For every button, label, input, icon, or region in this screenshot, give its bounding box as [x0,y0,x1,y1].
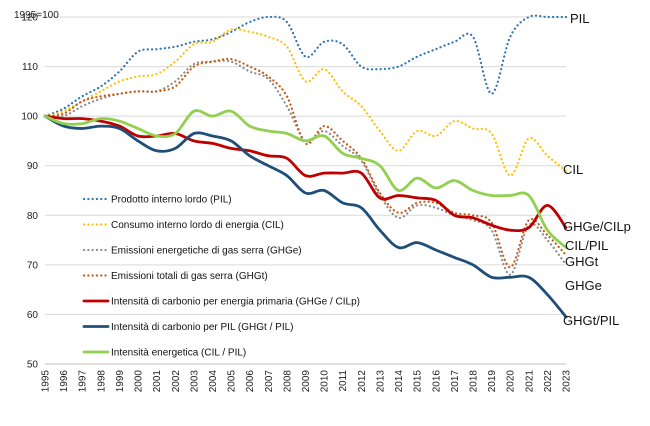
x-tick-label: 2000 [134,370,145,393]
legend-label: Emissioni totali di gas serra (GHGt) [111,271,268,282]
x-tick-label: 2023 [562,370,573,393]
x-tick-label: 2003 [189,370,200,393]
series-line [43,114,568,319]
x-tick-label: 2005 [227,370,238,393]
x-tick-label: 1999 [115,370,126,393]
y-tick-label: 120 [21,13,38,24]
x-tick-label: 2018 [468,370,479,393]
series-end-label: GHGe [565,278,602,293]
y-tick-label: 70 [27,260,39,271]
legend-label: Prodotto interno lordo (PIL) [111,195,232,206]
y-tick-label: 100 [21,112,38,123]
index-base-note: 1995=100 [14,10,59,21]
series-end-labels: PIL CIL GHGe GHGt GHGe/CILp GHGt/PIL CIL/PIL [563,11,631,328]
x-tick-label: 2022 [543,370,554,393]
series-end-label: GHGe/CILp [563,219,631,234]
x-axis: 1995 1996 1997 1998 1999 2000 2001 2002 2003 2004… [41,363,573,393]
y-tick-label: 110 [22,62,38,73]
series-end-label: CIL [563,162,583,177]
x-tick-label: 2020 [506,370,517,393]
series-end-label: GHGt [565,254,599,269]
series-line [43,14,568,118]
x-tick-label: 2008 [282,370,293,393]
series-end-label: GHGt/PIL [563,313,619,328]
series-end-label: CIL/PIL [565,238,608,253]
x-tick-label: 2021 [524,370,535,393]
x-tick-label: 2004 [208,370,219,393]
legend-label: Consumo interno lordo di energia (CIL) [111,220,284,231]
x-tick-label: 2016 [431,370,442,393]
x-tick-label: 2013 [375,370,386,393]
series-line [43,114,568,233]
legend: Prodotto interno lordo (PIL) Consumo inte… [82,195,360,359]
series-end-label: PIL [570,11,590,26]
y-tick-label: 50 [27,360,39,371]
x-tick-label: 2009 [301,370,312,393]
legend-label: Intensità energetica (CIL / PIL) [111,348,246,359]
series-lines [43,14,568,319]
y-axis: 50 60 70 80 90 100 110 120 [21,13,38,371]
series-line [43,57,568,269]
x-tick-label: 2001 [152,370,163,393]
x-tick-label: 1997 [78,370,89,393]
x-tick-label: 2010 [320,370,331,393]
y-tick-label: 90 [27,161,39,172]
x-tick-label: 2012 [357,370,368,393]
x-tick-label: 1998 [96,370,107,393]
x-tick-label: 2006 [245,370,256,393]
x-tick-label: 2014 [394,370,405,393]
gridlines [45,16,566,365]
x-tick-label: 2002 [171,370,182,393]
x-tick-label: 2007 [264,370,275,393]
legend-label: Intensità di carbonio per energia primar… [111,297,360,308]
x-tick-label: 1995 [41,370,52,393]
series-line [43,109,568,249]
y-tick-label: 80 [27,211,39,222]
x-tick-label: 2017 [450,370,461,393]
x-tick-label: 2019 [487,370,498,393]
series-line [43,27,568,177]
x-tick-label: 1996 [59,370,70,393]
legend-label: Emissioni energetiche di gas serra (GHGe… [111,246,302,257]
x-tick-label: 2015 [413,370,424,393]
series-line [43,59,568,276]
x-tick-label: 2011 [338,370,349,392]
y-tick-label: 60 [27,310,39,321]
legend-label: Intensità di carbonio per PIL (GHGt / PI… [111,322,294,333]
